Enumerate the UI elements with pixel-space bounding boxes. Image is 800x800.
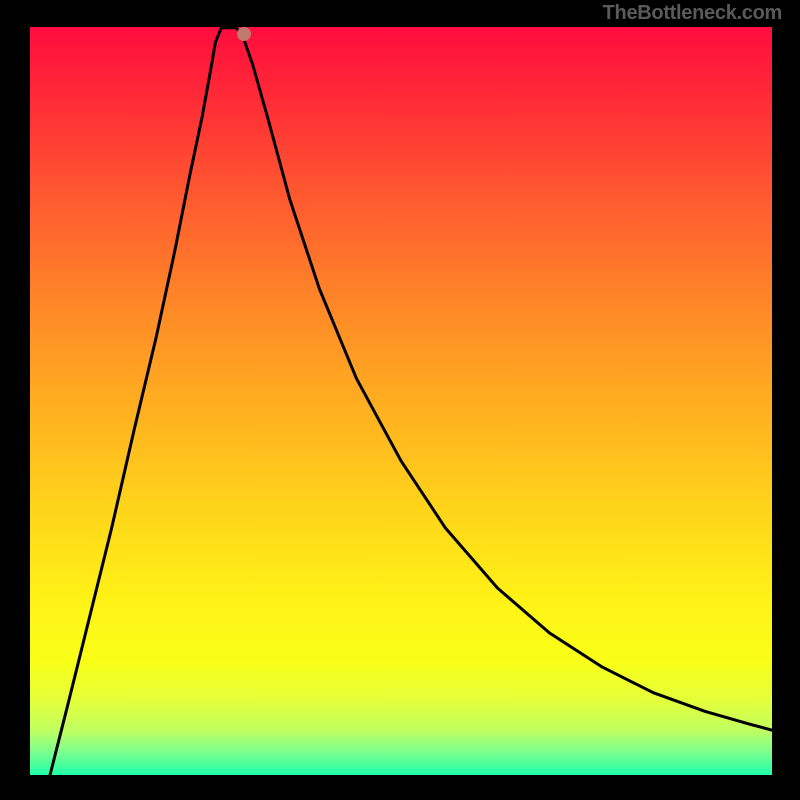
optimum-marker [237, 27, 251, 41]
plot-area [30, 27, 772, 775]
curve-svg [30, 27, 772, 775]
bottleneck-curve [50, 28, 772, 775]
watermark-text: TheBottleneck.com [603, 2, 782, 25]
